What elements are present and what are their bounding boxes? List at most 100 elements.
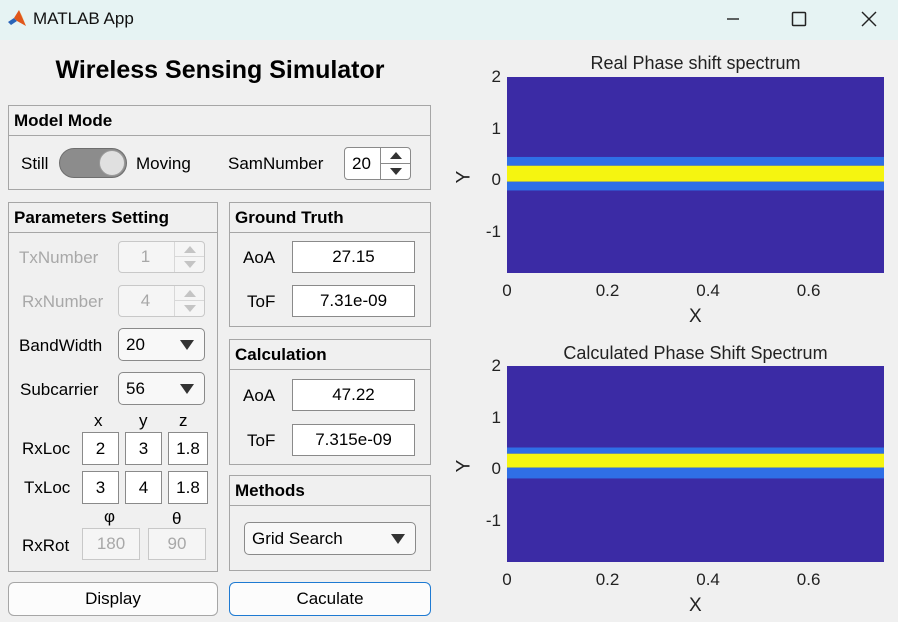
spinner-down-button[interactable]	[381, 164, 410, 180]
tx-number-label: TxNumber	[19, 248, 99, 267]
triangle-up-icon	[183, 289, 196, 297]
methods-title: Methods	[230, 476, 430, 506]
chart2-xlabel: X	[689, 595, 702, 616]
close-icon	[861, 11, 877, 27]
gt-tof-field[interactable]: 7.31e-09	[292, 285, 415, 317]
gt-aoa-field[interactable]: 27.15	[292, 241, 415, 273]
chart1-title: Real Phase shift spectrum	[590, 53, 801, 73]
tx-number-value[interactable]: 1	[140, 247, 151, 266]
txloc-label: TxLoc	[24, 478, 71, 497]
triangle-down-icon	[389, 167, 402, 175]
txloc-z-field[interactable]: 1.8	[168, 471, 208, 504]
chart1-band-0	[507, 156, 884, 166]
subcarrier-label: Subcarrier	[20, 380, 99, 399]
subcarrier-value[interactable]: 56	[126, 378, 145, 398]
bandwidth-dropdown[interactable]: 20	[118, 328, 205, 361]
calc-aoa-field[interactable]: 47.22	[292, 379, 415, 411]
rx-down-button[interactable]	[175, 301, 204, 316]
minimize-button[interactable]	[710, 0, 756, 38]
chart2-xtick: 0	[502, 570, 512, 589]
triangle-up-icon	[183, 245, 196, 253]
rxrot-label: RxRot	[22, 536, 70, 555]
parameters-title: Parameters Setting	[9, 203, 217, 233]
chart1-ytick: -1	[485, 221, 501, 241]
txloc-y-field[interactable]: 4	[125, 471, 162, 504]
calculate-button[interactable]: Caculate	[229, 582, 431, 616]
chevron-down-icon	[391, 533, 405, 544]
chart1-band-1	[507, 165, 884, 182]
methods-value[interactable]: Grid Search	[252, 528, 343, 548]
rxrot-phi-field[interactable]: 180	[82, 528, 140, 560]
calc-aoa-label: AoA	[243, 386, 276, 405]
maximize-icon	[791, 11, 807, 27]
chart1-xtick: 0.4	[696, 281, 720, 300]
chart1-plot[interactable]	[507, 77, 884, 273]
calculation-title: Calculation	[230, 340, 430, 370]
display-button[interactable]: Display	[8, 582, 218, 616]
chart2-band-2	[507, 467, 884, 479]
gt-tof-label: ToF	[247, 292, 276, 311]
triangle-up-icon	[389, 151, 402, 159]
window-title: MATLAB App	[33, 9, 134, 28]
close-button[interactable]	[846, 0, 892, 38]
theta-column-header: θ	[172, 509, 182, 528]
txloc-x-field[interactable]: 3	[82, 471, 119, 504]
chart1-ytick: 0	[491, 170, 501, 190]
chart2-band-0	[507, 447, 884, 454]
chart2-xtick: 0.2	[595, 570, 620, 589]
chart2-ylabel: Y	[453, 459, 475, 473]
maximize-button[interactable]	[776, 0, 822, 38]
rxloc-z-field[interactable]: 1.8	[168, 432, 208, 465]
chart1-xlabel: X	[689, 306, 702, 327]
chart2-band-1	[507, 453, 884, 468]
sam-number-spinner[interactable]: 20	[344, 147, 411, 180]
switch-on-label: Moving	[136, 154, 191, 173]
chart1-xtick: 0	[502, 281, 512, 300]
matlab-logo-icon	[8, 10, 26, 26]
sam-number-value[interactable]: 20	[352, 153, 371, 173]
z-column-header: z	[179, 411, 188, 430]
chart2-xtick: 0.4	[696, 570, 720, 589]
rx-number-spinner[interactable]: 4	[118, 285, 205, 317]
rxloc-x-field[interactable]: 2	[82, 432, 119, 465]
calc-tof-field[interactable]: 7.315e-09	[292, 424, 415, 456]
y-column-header: y	[139, 411, 148, 430]
rx-number-value[interactable]: 4	[140, 291, 151, 310]
mode-switch[interactable]	[59, 148, 127, 178]
app-title: Wireless Sensing Simulator	[55, 56, 385, 84]
chart2-plot[interactable]	[507, 366, 884, 562]
rx-up-button[interactable]	[175, 286, 204, 301]
sam-number-label: SamNumber	[228, 154, 324, 173]
switch-off-label: Still	[21, 154, 49, 173]
chart2-xtick: 0.6	[796, 570, 821, 589]
rxrot-theta-field[interactable]: 90	[148, 528, 206, 560]
chart2-ytick: 2	[491, 356, 501, 375]
bandwidth-value[interactable]: 20	[126, 334, 145, 354]
switch-knob[interactable]	[99, 150, 125, 176]
rxloc-y-field[interactable]: 3	[125, 432, 162, 465]
methods-dropdown[interactable]: Grid Search	[244, 522, 416, 555]
ground-truth-title: Ground Truth	[230, 203, 430, 233]
tx-up-button[interactable]	[175, 242, 204, 257]
chart1-xtick: 0.6	[796, 281, 821, 300]
chart1-ytick: 2	[491, 67, 501, 86]
chevron-down-icon	[180, 383, 194, 394]
chart2-title: Calculated Phase Shift Spectrum	[563, 343, 828, 363]
bandwidth-label: BandWidth	[19, 336, 103, 355]
chevron-down-icon	[180, 339, 194, 350]
triangle-down-icon	[183, 261, 196, 268]
spinner-up-button[interactable]	[381, 148, 410, 164]
tx-down-button[interactable]	[175, 257, 204, 272]
calc-tof-label: ToF	[247, 431, 276, 450]
chart1-ytick: 1	[491, 118, 501, 138]
chart1-ylabel: Y	[453, 170, 475, 184]
tx-number-spinner[interactable]: 1	[118, 241, 205, 273]
minimize-icon	[727, 18, 739, 20]
x-column-header: x	[94, 411, 103, 430]
chart1-xtick: 0.2	[595, 281, 620, 300]
subcarrier-dropdown[interactable]: 56	[118, 372, 205, 405]
rxloc-label: RxLoc	[22, 439, 71, 458]
rx-number-label: RxNumber	[22, 292, 104, 311]
chart2-ytick: -1	[485, 510, 501, 530]
chart1-band-2	[507, 181, 884, 191]
